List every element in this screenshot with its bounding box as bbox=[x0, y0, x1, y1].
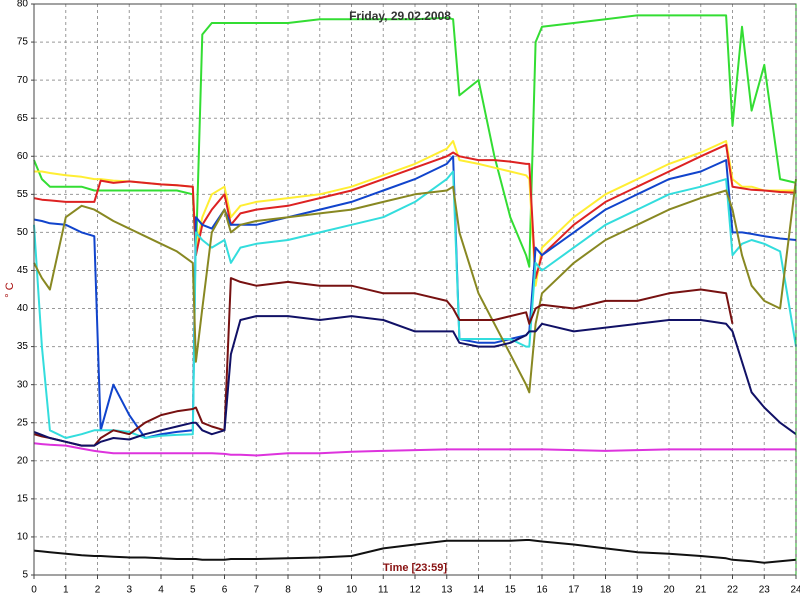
y-tick-label: 65 bbox=[17, 113, 29, 124]
y-tick-label: 80 bbox=[17, 0, 29, 10]
y-tick-label: 60 bbox=[17, 151, 29, 162]
x-tick-label: 18 bbox=[600, 585, 612, 596]
x-axis-label: Time [23:59] bbox=[383, 562, 447, 574]
x-tick-label: 3 bbox=[126, 585, 132, 596]
y-tick-label: 75 bbox=[17, 37, 29, 48]
x-tick-label: 22 bbox=[727, 585, 739, 596]
x-tick-label: 0 bbox=[31, 585, 37, 596]
x-tick-label: 15 bbox=[505, 585, 517, 596]
series-line bbox=[33, 315, 797, 447]
x-tick-label: 20 bbox=[663, 585, 675, 596]
x-tick-label: 5 bbox=[190, 585, 196, 596]
plot-frame bbox=[33, 3, 797, 576]
y-tick-label: 25 bbox=[17, 417, 29, 428]
x-tick-label: 24 bbox=[790, 585, 800, 596]
y-axis-label: ° C bbox=[4, 282, 16, 297]
series-line bbox=[33, 143, 797, 280]
x-tick-label: 4 bbox=[158, 585, 164, 596]
y-tick-label: 30 bbox=[17, 379, 29, 390]
x-tick-label: 12 bbox=[409, 585, 421, 596]
y-tick-label: 35 bbox=[17, 341, 29, 352]
series-line bbox=[33, 539, 797, 564]
x-tick-label: 17 bbox=[568, 585, 580, 596]
series-line bbox=[33, 155, 797, 439]
series-line bbox=[33, 14, 797, 268]
x-tick-label: 16 bbox=[536, 585, 548, 596]
y-tick-label: 45 bbox=[17, 265, 29, 276]
x-tick-label: 7 bbox=[253, 585, 259, 596]
x-tick-label: 9 bbox=[317, 585, 323, 596]
series-line bbox=[33, 178, 797, 394]
lines bbox=[33, 14, 797, 564]
x-tick-label: 13 bbox=[441, 585, 453, 596]
x-tick-label: 14 bbox=[473, 585, 485, 596]
x-tick-label: 8 bbox=[285, 585, 291, 596]
x-tick-label: 19 bbox=[632, 585, 644, 596]
series-line bbox=[33, 277, 734, 447]
chart-title: Friday, 29.02.2008 bbox=[349, 9, 451, 23]
y-tick-label: 15 bbox=[17, 494, 29, 505]
y-tick-label: 55 bbox=[17, 189, 29, 200]
y-tick-label: 70 bbox=[17, 75, 29, 86]
y-tick-label: 10 bbox=[17, 532, 29, 543]
x-tick-label: 2 bbox=[95, 585, 101, 596]
x-tick-label: 23 bbox=[759, 585, 771, 596]
series-line bbox=[33, 442, 796, 457]
x-tick-label: 11 bbox=[378, 585, 389, 596]
y-tick-label: 5 bbox=[22, 570, 28, 581]
x-tick-label: 10 bbox=[346, 585, 358, 596]
y-tick-label: 20 bbox=[17, 455, 29, 466]
x-tick-label: 1 bbox=[63, 585, 69, 596]
y-tick-label: 40 bbox=[17, 303, 29, 314]
series-line bbox=[33, 170, 797, 439]
x-tick-label: 21 bbox=[695, 585, 707, 596]
x-tick-label: 6 bbox=[222, 585, 228, 596]
y-tick-label: 50 bbox=[17, 227, 29, 238]
